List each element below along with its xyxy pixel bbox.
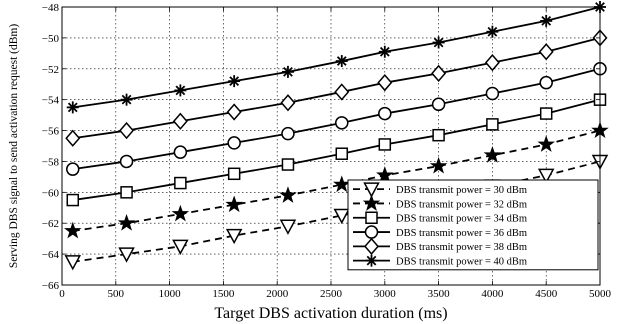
- data-point: [228, 75, 240, 87]
- legend-label: DBS transmit power = 36 dBm: [396, 228, 527, 239]
- legend-label: DBS transmit power = 30 dBm: [396, 185, 527, 196]
- y-tick-label: −60: [42, 187, 60, 199]
- data-point: [280, 187, 295, 201]
- x-tick-label: 4000: [481, 288, 504, 300]
- legend-label: DBS transmit power = 40 dBm: [396, 256, 527, 267]
- data-point: [66, 131, 79, 146]
- data-point: [487, 119, 498, 130]
- data-point: [121, 94, 133, 106]
- data-point: [378, 75, 391, 90]
- data-point: [334, 177, 349, 191]
- x-tick-label: 500: [108, 288, 125, 300]
- data-point: [282, 66, 294, 78]
- data-point: [229, 168, 240, 179]
- x-tick-label: 3500: [428, 288, 451, 300]
- x-tick-label: 3000: [374, 288, 397, 300]
- data-point: [335, 84, 348, 99]
- x-axis-label: Target DBS activation duration (ms): [214, 305, 447, 322]
- data-point: [281, 220, 295, 233]
- data-point: [541, 108, 552, 119]
- series-6: [67, 1, 606, 113]
- data-point: [174, 84, 186, 96]
- series-5: [66, 30, 606, 145]
- y-tick-label: −56: [42, 126, 60, 138]
- data-point: [486, 26, 498, 38]
- legend-marker: [366, 212, 377, 223]
- data-point: [432, 66, 445, 81]
- x-tick-label: 1000: [159, 288, 182, 300]
- data-point: [379, 139, 390, 150]
- legend-label: DBS transmit power = 34 dBm: [396, 214, 527, 225]
- data-point: [119, 215, 134, 229]
- y-tick-label: −50: [42, 33, 60, 45]
- data-point: [539, 136, 554, 150]
- y-tick-label: −52: [42, 64, 59, 76]
- y-tick-label: −58: [42, 156, 60, 168]
- data-point: [336, 117, 348, 129]
- x-tick-label: 2500: [320, 288, 343, 300]
- data-point: [174, 146, 186, 158]
- x-tick-label: 0: [59, 288, 65, 300]
- data-point: [67, 195, 78, 206]
- data-point: [379, 46, 391, 58]
- data-point: [336, 148, 347, 159]
- data-point: [67, 101, 79, 113]
- data-point: [173, 206, 188, 220]
- data-point: [433, 98, 445, 110]
- data-point: [228, 137, 240, 149]
- x-tick-label: 4500: [535, 288, 558, 300]
- legend-label: DBS transmit power = 32 dBm: [396, 199, 527, 210]
- data-point: [67, 163, 79, 175]
- data-point: [281, 95, 294, 110]
- y-tick-label: −62: [42, 218, 59, 230]
- y-tick-label: −54: [42, 95, 60, 107]
- data-point: [433, 37, 445, 49]
- data-point: [121, 187, 132, 198]
- data-point: [540, 77, 552, 89]
- data-point: [540, 44, 553, 59]
- data-point: [66, 256, 80, 269]
- data-point: [228, 105, 241, 120]
- data-point: [282, 159, 293, 170]
- legend-marker: [366, 226, 378, 238]
- data-point: [120, 123, 133, 138]
- y-tick-label: −64: [42, 249, 60, 261]
- data-point: [379, 108, 391, 120]
- y-axis-label: Serving DBS signal to send activation re…: [8, 24, 20, 269]
- data-point: [486, 55, 499, 70]
- legend-label: DBS transmit power = 38 dBm: [396, 242, 527, 253]
- data-point: [227, 197, 242, 211]
- x-tick-label: 5000: [589, 288, 612, 300]
- data-point: [540, 15, 552, 27]
- data-point: [433, 130, 444, 141]
- legend-marker: [366, 255, 378, 267]
- data-point: [486, 87, 498, 99]
- x-tick-label: 2000: [266, 288, 289, 300]
- data-point: [431, 158, 446, 172]
- legend: DBS transmit power = 30 dBm DBS transmit …: [348, 180, 598, 270]
- data-point: [336, 55, 348, 67]
- data-point: [65, 223, 80, 237]
- data-point: [173, 240, 187, 253]
- x-tick-label: 1500: [212, 288, 235, 300]
- data-point: [174, 114, 187, 129]
- data-point: [121, 155, 133, 167]
- data-point: [175, 178, 186, 189]
- y-tick-label: −66: [42, 280, 60, 292]
- data-point: [282, 128, 294, 140]
- y-tick-label: −48: [42, 2, 60, 14]
